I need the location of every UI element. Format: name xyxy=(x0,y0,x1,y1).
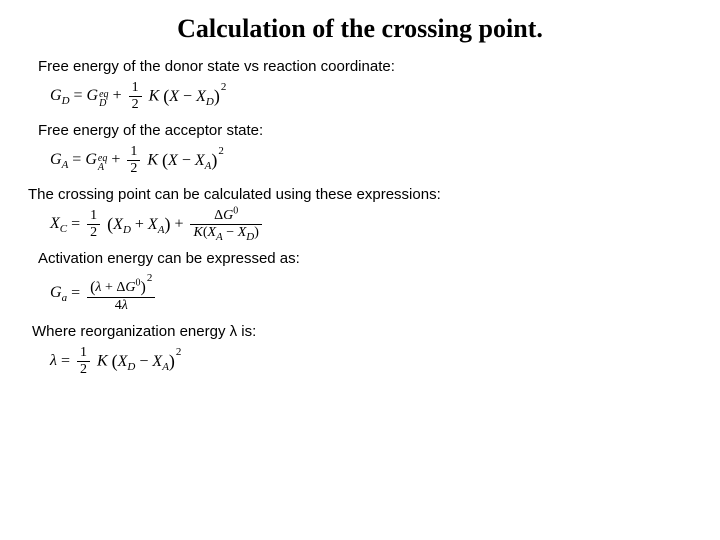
rp: ) xyxy=(214,86,220,106)
frac-half-4: 12 xyxy=(77,346,90,377)
equation-crossing: XC = 12 (XD + XA) + ΔG0 K(XA − XD) xyxy=(50,209,692,240)
sym-eq5: = xyxy=(61,353,70,370)
sym-Xc: X xyxy=(50,215,60,232)
sub-D4: D xyxy=(127,361,135,373)
sub-D3: D xyxy=(123,224,131,236)
sym-K2: K xyxy=(147,152,158,169)
sym-Ga2: G xyxy=(85,151,97,168)
text-activation: Activation energy can be expressed as: xyxy=(38,250,692,267)
equation-activation: Ga = (λ + ΔG0)2 4λ xyxy=(50,273,692,313)
rp2: ) xyxy=(211,150,217,170)
frac-half-2: 12 xyxy=(127,145,140,176)
text-reorg: Where reorganization energy λ is: xyxy=(32,323,692,340)
page-title: Calculation of the crossing point. xyxy=(28,14,692,44)
sq1: 2 xyxy=(221,81,227,93)
page-root: Calculation of the crossing point. Free … xyxy=(0,0,720,399)
sym-X3: X xyxy=(168,152,178,169)
sym-K3: K xyxy=(97,353,108,370)
sym-G: G xyxy=(50,87,62,104)
sym-eq: = xyxy=(74,87,83,104)
sym-X: X xyxy=(169,88,179,105)
frac-dg: ΔG0 K(XA − XD) xyxy=(190,209,261,240)
rp5: ) xyxy=(169,351,175,371)
text-acceptor: Free energy of the acceptor state: xyxy=(38,122,692,139)
sym-plus: + xyxy=(113,87,122,104)
subsup-Aeq: eqA xyxy=(98,154,107,172)
sq3: 2 xyxy=(176,346,182,358)
text-crossing: The crossing point can be calculated usi… xyxy=(28,186,692,203)
sub-A4: A xyxy=(162,361,169,373)
sym-minus3: − xyxy=(139,353,148,370)
sq2: 2 xyxy=(218,145,224,157)
sym-Xd: X xyxy=(113,216,123,233)
subsup-Deq: eqD xyxy=(99,90,108,108)
frac-act: (λ + ΔG0)2 4λ xyxy=(87,273,155,313)
sym-Xa: X xyxy=(148,216,158,233)
sub-A: A xyxy=(62,159,69,171)
sym-minus2: − xyxy=(182,152,191,169)
equation-donor: GD = GeqD + 12 K (X − XD)2 xyxy=(50,81,692,112)
sub-D: D xyxy=(62,95,70,107)
equation-reorg: λ = 12 K (XD − XA)2 xyxy=(50,346,692,377)
sub-C: C xyxy=(60,223,67,235)
rp3: ) xyxy=(164,214,170,234)
frac-half-3: 12 xyxy=(87,209,100,240)
sym-eq2: = xyxy=(72,151,81,168)
sub-D2: D xyxy=(206,96,214,108)
sym-minus: − xyxy=(183,88,192,105)
sym-Gact: G xyxy=(50,284,62,301)
text-donor: Free energy of the donor state vs reacti… xyxy=(38,58,692,75)
sym-K: K xyxy=(149,88,160,105)
sym-X4: X xyxy=(195,152,205,169)
sub-a: a xyxy=(62,292,68,304)
sym-eq3: = xyxy=(71,216,80,233)
frac-half-1: 12 xyxy=(129,81,142,112)
sym-eq4: = xyxy=(71,284,80,301)
sym-plus3: + xyxy=(135,216,144,233)
sym-lambda: λ xyxy=(50,352,57,369)
sym-G2: G xyxy=(87,87,99,104)
sym-Xd2: X xyxy=(118,353,128,370)
sym-plus2: + xyxy=(111,151,120,168)
sym-plus4: + xyxy=(174,216,183,233)
sym-Xa2: X xyxy=(152,353,162,370)
equation-acceptor: GA = GeqA + 12 K (X − XA)2 xyxy=(50,145,692,176)
sym-Ga: G xyxy=(50,151,62,168)
sym-X2: X xyxy=(196,88,206,105)
